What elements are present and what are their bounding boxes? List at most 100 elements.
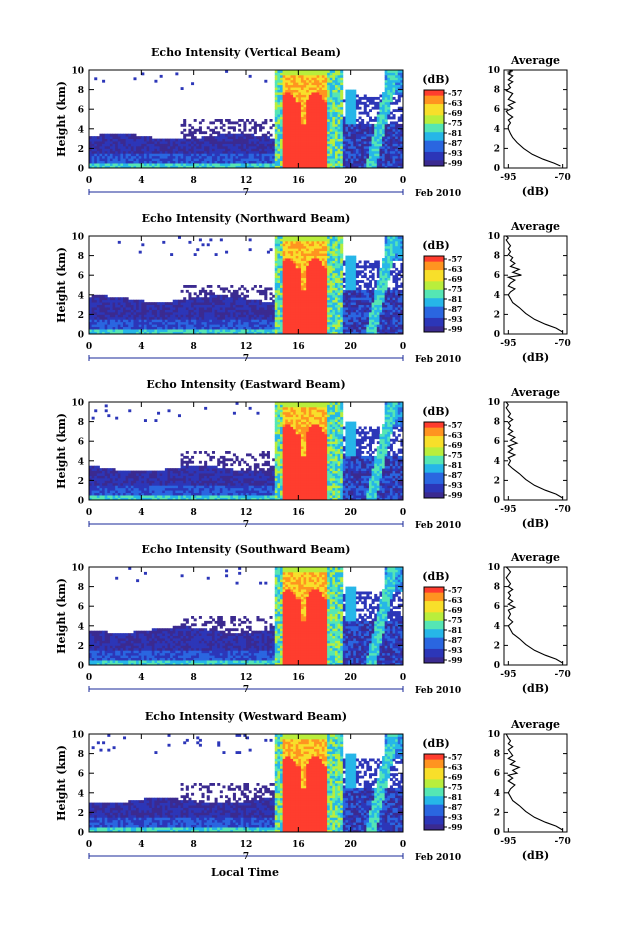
heatmap-cell — [293, 241, 296, 244]
heatmap-cell — [296, 134, 299, 137]
heatmap-cell — [298, 92, 301, 95]
heatmap-cell — [356, 148, 359, 151]
heatmap-cell — [395, 163, 398, 166]
heatmap-cell — [283, 153, 286, 156]
heatmap-cell — [118, 144, 121, 147]
heatmap-cell — [256, 312, 259, 315]
heatmap-cell — [173, 153, 176, 156]
heatmap-cell — [314, 109, 317, 112]
heatmap-cell — [94, 297, 97, 300]
heatmap-cell — [359, 153, 362, 156]
heatmap-cell — [183, 319, 186, 322]
heatmap-cell — [317, 290, 320, 293]
heatmap-cell — [123, 329, 126, 332]
heatmap-cell — [188, 317, 191, 320]
heatmap-cell — [225, 305, 228, 308]
heatmap-cell — [270, 141, 273, 144]
heatmap-cell — [322, 117, 325, 120]
heatmap-cell — [123, 153, 126, 156]
heatmap-cell — [372, 136, 375, 139]
heatmap-cell — [238, 317, 241, 320]
heatmap-cell — [345, 131, 348, 134]
heatmap-cell — [374, 153, 377, 156]
heatmap-cell — [256, 156, 259, 159]
heatmap-cell — [215, 319, 218, 322]
heatmap-cell — [387, 151, 390, 154]
heatmap-cell — [296, 256, 299, 259]
heatmap-cell — [338, 292, 341, 295]
heatmap-cell — [345, 139, 348, 142]
heatmap-cell — [277, 148, 280, 151]
heatmap-cell — [204, 144, 207, 147]
heatmap-cell — [115, 141, 118, 144]
heatmap-cell — [178, 156, 181, 159]
heatmap-cell — [325, 97, 328, 100]
heatmap-cell — [348, 121, 351, 124]
heatmap-cell — [191, 305, 194, 308]
colorbar-swatch — [424, 104, 444, 107]
heatmap-cell — [118, 158, 121, 161]
heatmap-cell — [290, 163, 293, 166]
heatmap-cell — [395, 134, 398, 137]
heatmap-cell — [233, 297, 236, 300]
heatmap-cell — [356, 124, 359, 127]
heatmap-cell — [233, 126, 236, 129]
heatmap-cell — [309, 275, 312, 278]
heatmap-cell — [222, 322, 225, 325]
heatmap-cell — [209, 312, 212, 315]
heatmap-cell — [251, 136, 254, 139]
heatmap-cell — [330, 126, 333, 129]
heatmap-cell — [270, 161, 273, 164]
heatmap-cell — [183, 324, 186, 327]
heatmap-cell — [301, 87, 304, 90]
heatmap-cell — [319, 251, 322, 254]
heatmap-cell — [267, 151, 270, 154]
heatmap-cell — [280, 310, 283, 313]
heatmap-cell — [319, 144, 322, 147]
heatmap-cell — [126, 302, 129, 305]
heatmap-cell — [118, 297, 121, 300]
heatmap-cell — [361, 139, 364, 142]
heatmap-cell — [298, 319, 301, 322]
heatmap-cell — [395, 87, 398, 90]
heatmap-cell — [296, 107, 299, 110]
heatmap-cell — [131, 134, 134, 137]
heatmap-cell — [298, 310, 301, 313]
heatmap-cell — [154, 322, 157, 325]
heatmap-cell — [168, 319, 171, 322]
heatmap-cell — [160, 302, 163, 305]
heatmap-cell — [157, 312, 160, 315]
heatmap-cell — [335, 295, 338, 298]
heatmap-cell — [275, 253, 278, 256]
heatmap-cell — [398, 85, 401, 88]
heatmap-cell — [230, 136, 233, 139]
heatmap-cell — [105, 144, 108, 147]
heatmap-cell — [283, 158, 286, 161]
heatmap-cell — [314, 153, 317, 156]
heatmap-cell — [309, 329, 312, 332]
heatmap-cell — [202, 153, 205, 156]
heatmap-cell — [338, 319, 341, 322]
heatmap-cell — [304, 246, 307, 249]
heatmap-cell — [149, 139, 152, 142]
heatmap-cell — [314, 310, 317, 313]
heatmap-cell — [215, 139, 218, 142]
heatmap-cell — [202, 148, 205, 151]
heatmap-cell — [335, 151, 338, 154]
heatmap-cell — [301, 114, 304, 117]
heatmap-cell — [288, 280, 291, 283]
heatmap-cell — [243, 314, 246, 317]
heatmap-cell — [178, 307, 181, 310]
heatmap-cell — [306, 285, 309, 288]
heatmap-cell — [152, 312, 155, 315]
heatmap-cell — [301, 300, 304, 303]
heatmap-cell — [120, 148, 123, 151]
heatmap-cell — [183, 136, 186, 139]
heatmap-cell — [259, 151, 262, 154]
heatmap-cell — [327, 295, 330, 298]
heatmap-cell — [188, 324, 191, 327]
heatmap-cell — [398, 136, 401, 139]
heatmap-cell — [251, 156, 254, 159]
heatmap-cell — [188, 148, 191, 151]
